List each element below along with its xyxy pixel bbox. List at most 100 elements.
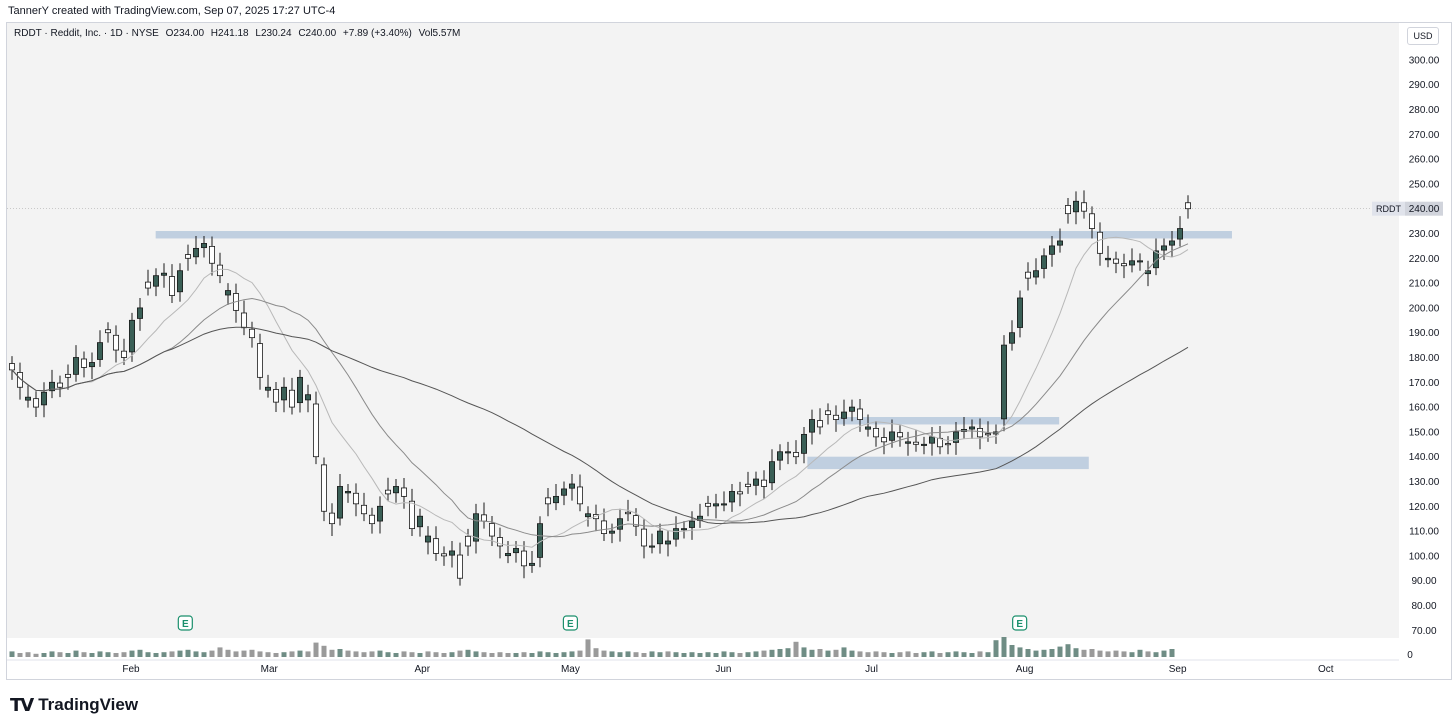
candle-body <box>881 437 888 443</box>
candle-body <box>1009 332 1016 344</box>
candle-body <box>921 443 928 446</box>
candle-body <box>1073 200 1080 213</box>
candle-body <box>336 486 343 519</box>
volume-bar <box>913 653 919 657</box>
volume-bar <box>233 651 239 657</box>
volume-bar <box>9 651 15 657</box>
volume-bar <box>585 639 591 657</box>
candle-body <box>24 396 31 401</box>
y-tick-label: 130.00 <box>1409 477 1440 488</box>
candle-body <box>897 432 904 438</box>
candle-body <box>1121 263 1128 267</box>
candle-body <box>1057 240 1064 246</box>
volume-bar <box>1121 651 1127 657</box>
candle-body <box>929 436 936 444</box>
volume-bar <box>361 652 367 657</box>
candle-body <box>89 362 96 368</box>
volume-bar <box>793 641 799 657</box>
candle-body <box>753 478 760 486</box>
volume-bar <box>81 652 87 657</box>
candle-body <box>1177 228 1184 240</box>
candle-body <box>472 513 479 542</box>
volume-bar <box>313 642 319 657</box>
volume-bar <box>97 651 103 657</box>
candle-body <box>657 530 664 545</box>
candle-body <box>400 487 407 497</box>
volume-bar <box>849 650 855 657</box>
candle-body <box>945 443 952 446</box>
volume-bar <box>689 652 695 657</box>
earnings-icon <box>562 615 578 631</box>
volume-bar <box>969 653 975 657</box>
candle-body <box>849 406 856 412</box>
candle-body <box>416 515 423 528</box>
volume-bar <box>89 653 95 657</box>
volume-bar <box>257 651 263 657</box>
volume-bar <box>281 652 287 657</box>
candle-body <box>1065 205 1072 215</box>
moving-average-short <box>11 236 1189 548</box>
volume-bar <box>857 651 863 657</box>
candle-body <box>625 511 632 515</box>
x-tick-label: Feb <box>122 664 140 675</box>
candle-body <box>873 428 880 438</box>
volume-bar <box>745 652 751 657</box>
volume-bar <box>1041 649 1047 657</box>
candle-body <box>1113 258 1120 264</box>
candle-body <box>601 520 608 534</box>
volume-bar <box>753 651 759 657</box>
candle-body <box>1081 202 1088 212</box>
candle-body <box>280 386 287 401</box>
candle-body <box>480 514 487 522</box>
candle-body <box>617 518 624 530</box>
candle-body <box>737 491 744 495</box>
y-tick-label: 80.00 <box>1411 601 1436 612</box>
candle-body <box>1105 257 1112 261</box>
volume-bar <box>657 652 663 657</box>
candle-body <box>745 483 752 487</box>
tradingview-logo[interactable]: TV TradingView <box>10 694 138 716</box>
candle-body <box>192 247 199 258</box>
candle-body <box>1153 250 1160 269</box>
volume-bar <box>673 652 679 657</box>
candle-body <box>128 319 135 353</box>
volume-bar <box>841 647 847 657</box>
candle-body <box>73 357 80 375</box>
candle-body <box>41 391 48 406</box>
y-tick-label: 150.00 <box>1409 427 1440 438</box>
candle-body <box>1169 240 1176 246</box>
volume-bar <box>129 650 135 657</box>
x-tick-label: Aug <box>1016 664 1034 675</box>
y-tick-label: 160.00 <box>1409 403 1440 414</box>
candle-body <box>160 272 167 276</box>
candle-body <box>817 420 824 428</box>
volume-bar <box>137 649 143 657</box>
candle-body <box>352 492 359 505</box>
candle-body <box>833 414 840 420</box>
volume-bar <box>945 652 951 657</box>
legend-change: +7.89 (+3.40%) <box>342 28 412 39</box>
volume-bar <box>57 652 63 657</box>
volume-bar <box>825 650 831 657</box>
volume-bar <box>1025 649 1031 657</box>
candle-body <box>609 530 616 534</box>
volume-bar <box>865 652 871 657</box>
candle-body <box>769 461 776 484</box>
candle-body <box>969 426 976 430</box>
volume-bar <box>569 651 575 657</box>
earnings-icon <box>1012 615 1028 631</box>
currency-button[interactable]: USD <box>1407 27 1439 45</box>
moving-average-medium <box>11 243 1189 538</box>
volume-bar <box>545 652 551 657</box>
x-tick-label: Sep <box>1169 664 1187 675</box>
candle-body <box>673 528 680 540</box>
volume-bar <box>417 653 423 657</box>
candle-body <box>1137 260 1144 263</box>
y-tick-label: 100.00 <box>1409 551 1440 562</box>
volume-bar <box>801 647 807 657</box>
volume-bar <box>953 651 959 657</box>
candle-body <box>1033 270 1040 278</box>
y-tick-label: 170.00 <box>1409 378 1440 389</box>
plot-area[interactable] <box>7 23 1399 638</box>
